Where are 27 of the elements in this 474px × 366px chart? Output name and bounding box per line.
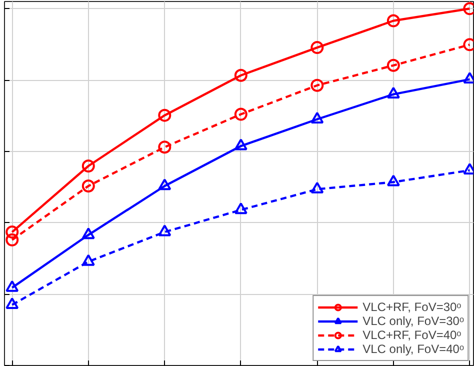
legend-label: VLC+RF, FoV=40ᵒ	[362, 328, 462, 342]
point	[310, 182, 324, 194]
point	[82, 160, 95, 173]
legend-label: VLC+RF, FoV=30ᵒ	[362, 300, 462, 314]
point	[82, 228, 95, 240]
point	[158, 178, 172, 190]
point	[386, 174, 400, 186]
point	[82, 254, 95, 266]
point	[158, 108, 172, 122]
point	[6, 297, 19, 310]
point	[386, 58, 400, 72]
point	[386, 14, 400, 28]
point	[158, 224, 172, 236]
point	[386, 86, 400, 98]
legend-label: VLC only, FoV=40ᵒ	[362, 342, 464, 356]
point	[234, 202, 248, 214]
point	[234, 108, 248, 121]
point	[310, 41, 324, 54]
point	[6, 233, 19, 246]
point	[6, 280, 19, 292]
point	[310, 112, 324, 124]
point	[234, 138, 248, 150]
legend-label: VLC only, FoV=30ᵒ	[362, 314, 464, 328]
point	[234, 68, 248, 82]
point	[82, 180, 95, 192]
point	[310, 78, 324, 92]
point	[158, 140, 172, 154]
